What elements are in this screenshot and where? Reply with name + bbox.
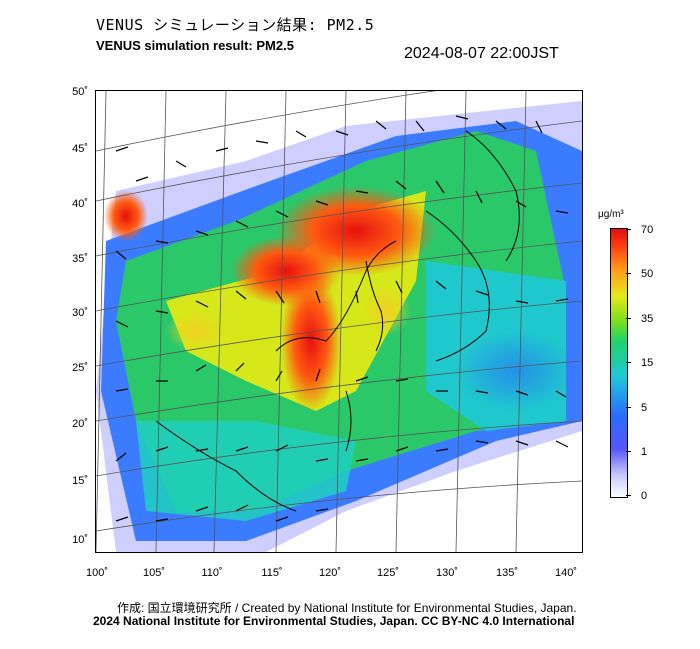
lat-tick-15: 15˚ (72, 475, 88, 487)
lat-tick-25: 25˚ (72, 362, 88, 374)
colorbar-label-5: 5 (641, 402, 648, 414)
colorbar-tick (626, 273, 631, 274)
credit-line-2: 2024 National Institute for Environmenta… (93, 614, 575, 628)
timestamp: 2024-08-07 22:00JST (404, 45, 559, 62)
lat-tick-10: 10˚ (72, 534, 88, 546)
lat-tick-45: 45˚ (72, 143, 88, 155)
wind-arrows (115, 115, 569, 522)
colorbar-tick (626, 451, 631, 452)
lon-tick-130: 130˚ (435, 567, 459, 579)
graticule (96, 91, 582, 552)
hot-core-3 (231, 236, 341, 306)
lat-tick-40: 40˚ (72, 198, 88, 210)
coastlines (155, 130, 520, 512)
colorbar-tick (626, 229, 631, 230)
lat-tick-30: 30˚ (72, 307, 88, 319)
colorbar-label-50: 50 (641, 268, 654, 280)
lon-tick-110: 110˚ (201, 567, 223, 579)
page-title-en: VENUS simulation result: PM2.5 (96, 38, 294, 53)
lat-tick-35: 35˚ (72, 253, 88, 265)
colorbar (610, 228, 628, 498)
colorbar-tick (626, 495, 631, 496)
pm25-map (96, 91, 582, 552)
colorbar-tick (626, 318, 631, 319)
colorbar-label-15: 15 (641, 357, 654, 369)
lon-tick-140: 140˚ (554, 567, 578, 579)
hot-core-2 (281, 271, 341, 411)
warm-core (361, 286, 411, 336)
hot-core-4 (104, 190, 148, 242)
lon-tick-135: 135˚ (495, 567, 519, 579)
cool-east (456, 331, 576, 411)
lon-tick-120: 120˚ (318, 567, 342, 579)
lat-tick-20: 20˚ (72, 418, 88, 430)
lon-tick-100: 100˚ (85, 567, 109, 579)
colorbar-tick (626, 362, 631, 363)
lon-tick-125: 125˚ (376, 567, 400, 579)
colorbar-label-70: 70 (641, 224, 654, 236)
map-frame (95, 90, 583, 553)
colorbar-label-35: 35 (641, 313, 654, 325)
lat-tick-50: 50˚ (72, 86, 88, 98)
credit-line-1: 作成: 国立環境研究所 / Created by National Instit… (117, 601, 577, 615)
page-title-ja: VENUS シミュレーション結果: PM2.5 (96, 16, 375, 34)
colorbar-unit: μg/m³ (598, 209, 624, 220)
warm-west (166, 311, 226, 351)
lon-tick-115: 115˚ (261, 567, 283, 579)
cyan-south (136, 421, 356, 521)
colorbar-label-1: 1 (641, 446, 648, 458)
lon-tick-105: 105˚ (142, 567, 166, 579)
colorbar-label-0: 0 (641, 490, 648, 502)
colorbar-tick (626, 407, 631, 408)
